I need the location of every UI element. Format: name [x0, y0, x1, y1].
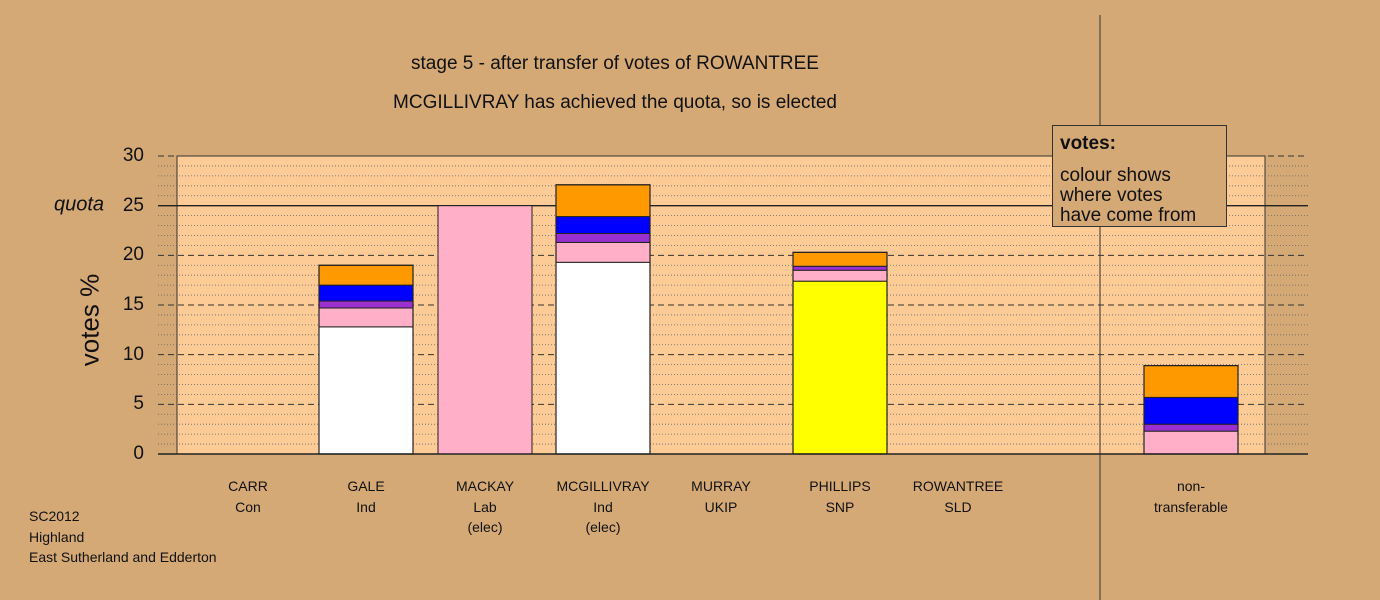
legend-line: have come from — [1060, 205, 1197, 226]
legend-line: where votes — [1060, 185, 1163, 206]
category-label: MURRAY UKIP — [656, 476, 786, 517]
footer-ward: East Sutherland and Edderton — [29, 549, 217, 565]
y-tick-label: 10 — [122, 343, 144, 365]
party-name: SLD — [944, 498, 972, 515]
bar-segment — [555, 261, 651, 455]
bar-segment — [555, 232, 651, 243]
bar-segment — [555, 216, 651, 234]
bars-layer — [318, 184, 1239, 455]
bar-segment — [318, 307, 414, 328]
party-name: Ind — [593, 498, 613, 515]
party-name: SNP — [825, 498, 855, 515]
party-name: Lab — [473, 498, 497, 515]
bar-segment — [1143, 396, 1239, 425]
bar-segment — [792, 269, 888, 282]
category-label: GALE Ind — [301, 476, 431, 517]
bar-segment — [318, 264, 414, 286]
elected-note: (elec) — [585, 519, 621, 535]
bar-segment — [318, 300, 414, 309]
elected-note: (elec) — [467, 519, 503, 535]
quota-label: quota — [54, 193, 105, 216]
y-tick-label: 25 — [122, 194, 144, 216]
bar-segment — [1143, 423, 1239, 432]
bar-segment — [555, 184, 651, 218]
category-label: MCGILLIVRAY Ind (elec) — [538, 476, 668, 538]
chart-title: stage 5 - after transfer of votes of ROW… — [411, 53, 819, 74]
bar-segment — [555, 241, 651, 263]
category-label: PHILLIPS SNP — [775, 476, 905, 517]
chart-subtitle: MCGILLIVRAY has achieved the quota, so i… — [393, 92, 837, 113]
footer-election: SC2012 — [29, 508, 80, 524]
candidate-name: ROWANTREE — [912, 478, 1004, 494]
bar-segment — [792, 251, 888, 267]
category-label: MACKAY Lab (elec) — [420, 476, 550, 538]
candidate-name: PHILLIPS — [809, 478, 871, 494]
category-label: CARR Con — [183, 476, 313, 517]
party-name: transferable — [1154, 498, 1228, 515]
bar-segment — [792, 265, 888, 271]
y-tick-label: 30 — [122, 145, 144, 166]
legend-line: colour shows — [1060, 165, 1171, 186]
bar-segment — [318, 326, 414, 455]
axis-layer — [158, 15, 1308, 600]
candidate-name: MURRAY — [691, 478, 751, 494]
bar-segment — [437, 205, 533, 455]
footer-council: Highland — [29, 528, 85, 545]
party-name: Con — [235, 498, 261, 515]
candidate-name: GALE — [347, 478, 385, 494]
y-tick-label: 15 — [122, 294, 144, 315]
category-label: ROWANTREE SLD — [893, 476, 1023, 517]
candidate-name: non- — [1176, 478, 1206, 494]
category-label: non-transferable — [1126, 476, 1256, 517]
bar-segment — [318, 284, 414, 302]
y-tick-label: 5 — [133, 393, 144, 415]
party-name: Ind — [356, 498, 376, 515]
footer-info: SC2012 Highland East Sutherland and Edde… — [29, 506, 217, 568]
bar-segment — [1143, 365, 1239, 398]
party-name: UKIP — [704, 498, 738, 515]
candidate-name: CARR — [228, 478, 268, 494]
legend: votes: colour shows where votes have com… — [1052, 125, 1227, 227]
bar-segment — [1143, 430, 1239, 455]
y-tick-label: 0 — [133, 443, 144, 464]
candidate-name: MACKAY — [455, 478, 515, 494]
candidate-name: MCGILLIVRAY — [556, 478, 650, 494]
legend-title: votes: — [1060, 133, 1116, 154]
bar-segment — [792, 280, 888, 455]
y-tick-label: 20 — [122, 244, 144, 266]
